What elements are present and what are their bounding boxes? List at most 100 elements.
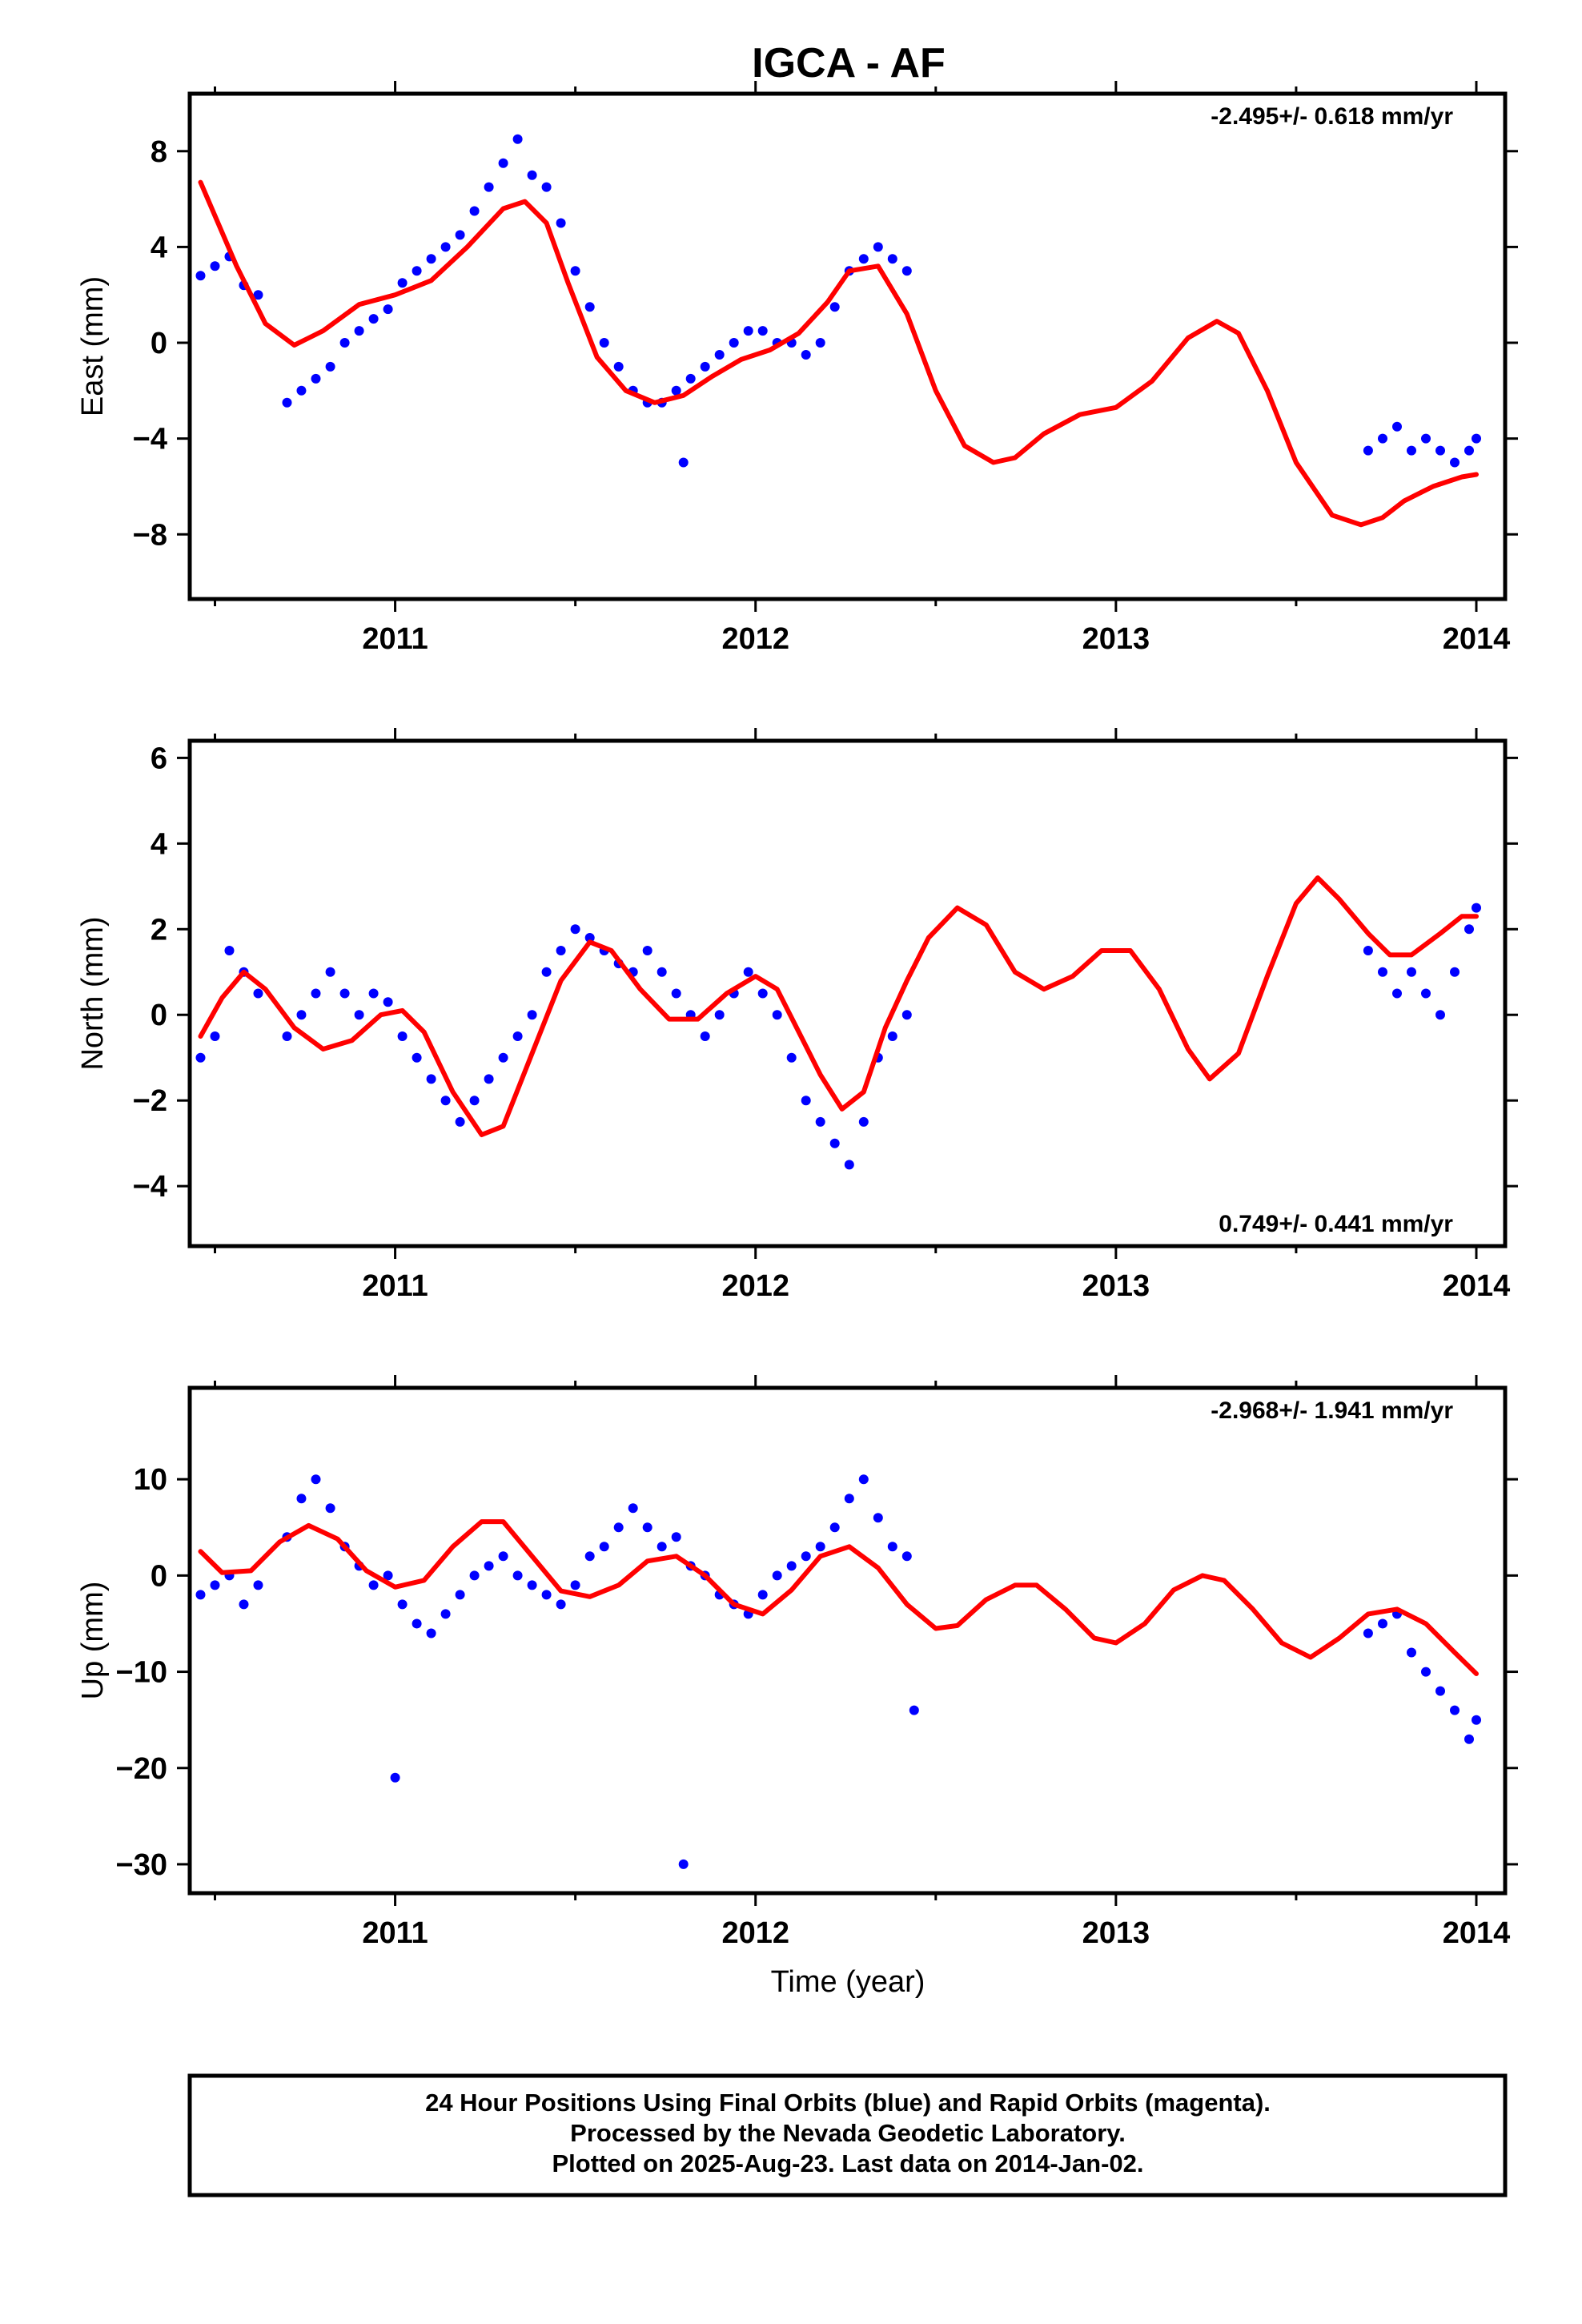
- up-x-tick-label: 2011: [362, 1916, 428, 1950]
- up-y-tick-label: −20: [116, 1752, 167, 1786]
- footer-box: 24 Hour Positions Using Final Orbits (bl…: [187, 2073, 1508, 2197]
- up-data-point: [1378, 1618, 1387, 1629]
- east-x-tick-label: 2013: [1082, 622, 1150, 656]
- east-observations: [195, 134, 1481, 468]
- east-x-tick-label: 2011: [362, 622, 428, 656]
- east-data-point: [901, 266, 912, 276]
- up-data-point: [1407, 1647, 1416, 1658]
- east-data-point: [383, 304, 393, 315]
- east-data-point: [556, 218, 566, 228]
- east-data-point: [1363, 445, 1373, 456]
- east-data-point: [210, 261, 220, 271]
- up-data-point: [455, 1590, 465, 1600]
- north-data-point: [584, 933, 595, 943]
- north-data-point: [887, 1031, 897, 1041]
- up-data-point: [858, 1474, 869, 1485]
- up-data-point: [757, 1590, 768, 1600]
- north-data-point: [339, 988, 350, 999]
- north-data-point: [901, 1010, 912, 1020]
- panel-east: 2011 2012 2013 2014 8 4 0 −4 −8 East (mm) -2.495+/…: [76, 81, 1518, 656]
- north-data-point: [440, 1096, 451, 1106]
- up-y-tick-label: 0: [151, 1559, 167, 1593]
- north-data-point: [224, 946, 235, 955]
- east-data-point: [339, 338, 350, 348]
- north-data-point: [829, 1138, 840, 1148]
- north-axes-frame: [187, 738, 1508, 1248]
- east-data-point: [311, 373, 321, 384]
- east-data-point: [412, 266, 422, 276]
- east-data-point: [729, 338, 739, 348]
- east-y-tick-label: 8: [151, 135, 167, 169]
- north-y-tick-label: 4: [151, 827, 167, 861]
- east-data-point: [1435, 445, 1445, 456]
- panel-north: 2011 2012 2013 2014 6 4 2 0 −2 −4 North (mm) 0.749+…: [76, 728, 1518, 1303]
- east-y-axis-label: East (mm): [76, 276, 110, 416]
- east-data-point: [498, 158, 508, 168]
- east-data-point: [541, 182, 552, 192]
- east-model-curve: [198, 179, 1479, 528]
- footer-line-1: 24 Hour Positions Using Final Orbits (bl…: [425, 2089, 1271, 2117]
- north-x-tick-label: 2012: [721, 1269, 789, 1303]
- up-data-point: [412, 1618, 422, 1629]
- east-data-point: [678, 457, 689, 468]
- up-data-point: [909, 1705, 919, 1715]
- north-observations: [195, 903, 1481, 1170]
- north-data-point: [325, 967, 335, 977]
- north-data-point: [412, 1052, 422, 1063]
- north-data-point: [858, 1116, 869, 1127]
- north-data-point: [1421, 988, 1431, 999]
- up-data-point: [801, 1551, 811, 1562]
- up-data-point: [325, 1503, 335, 1514]
- north-data-point: [354, 1010, 364, 1020]
- north-data-point: [656, 967, 667, 977]
- north-data-point: [671, 988, 681, 999]
- east-velocity-label: -2.495+/- 0.618 mm/yr: [1211, 103, 1453, 130]
- east-data-point: [484, 182, 494, 192]
- north-model-curve: [198, 875, 1479, 1137]
- up-x-tick-label: 2014: [1443, 1916, 1511, 1950]
- north-data-point: [210, 1031, 220, 1041]
- north-data-point: [296, 1010, 307, 1020]
- north-data-point: [368, 988, 379, 999]
- up-data-point: [383, 1570, 393, 1581]
- north-data-point: [743, 967, 753, 977]
- east-data-point: [455, 230, 465, 240]
- up-data-point: [642, 1522, 652, 1533]
- up-x-tick-label: 2012: [721, 1916, 789, 1950]
- up-data-point: [498, 1551, 508, 1562]
- north-data-point: [253, 988, 263, 999]
- north-data-point: [1407, 967, 1416, 977]
- north-data-point: [195, 1052, 206, 1063]
- up-data-point: [195, 1590, 206, 1600]
- east-data-point: [801, 350, 811, 360]
- north-data-point: [397, 1031, 408, 1041]
- north-data-point: [786, 1052, 797, 1063]
- up-data-point: [628, 1503, 638, 1514]
- north-data-point: [556, 946, 566, 955]
- east-y-tick-label: 4: [151, 231, 167, 264]
- east-data-point: [858, 254, 869, 264]
- up-data-point: [844, 1494, 854, 1504]
- north-data-point: [1435, 1010, 1445, 1020]
- east-data-point: [1472, 433, 1481, 444]
- north-data-point: [757, 988, 768, 999]
- north-data-point: [815, 1116, 825, 1127]
- up-data-point: [311, 1474, 321, 1485]
- east-data-point: [397, 278, 408, 288]
- north-y-tick-label: −4: [133, 1170, 167, 1204]
- east-data-point: [368, 314, 379, 324]
- north-data-point: [426, 1074, 436, 1084]
- north-data-point: [714, 1010, 725, 1020]
- north-data-point: [642, 946, 652, 955]
- north-y-tick-label: 6: [151, 742, 167, 775]
- east-data-point: [743, 326, 753, 336]
- east-data-point: [685, 373, 696, 384]
- north-x-tick-label: 2011: [362, 1269, 428, 1303]
- north-data-point: [484, 1074, 494, 1084]
- east-data-point: [873, 242, 883, 252]
- north-data-point: [469, 1096, 480, 1106]
- east-data-point: [584, 302, 595, 312]
- up-data-point: [368, 1580, 379, 1590]
- up-data-point: [1363, 1628, 1373, 1638]
